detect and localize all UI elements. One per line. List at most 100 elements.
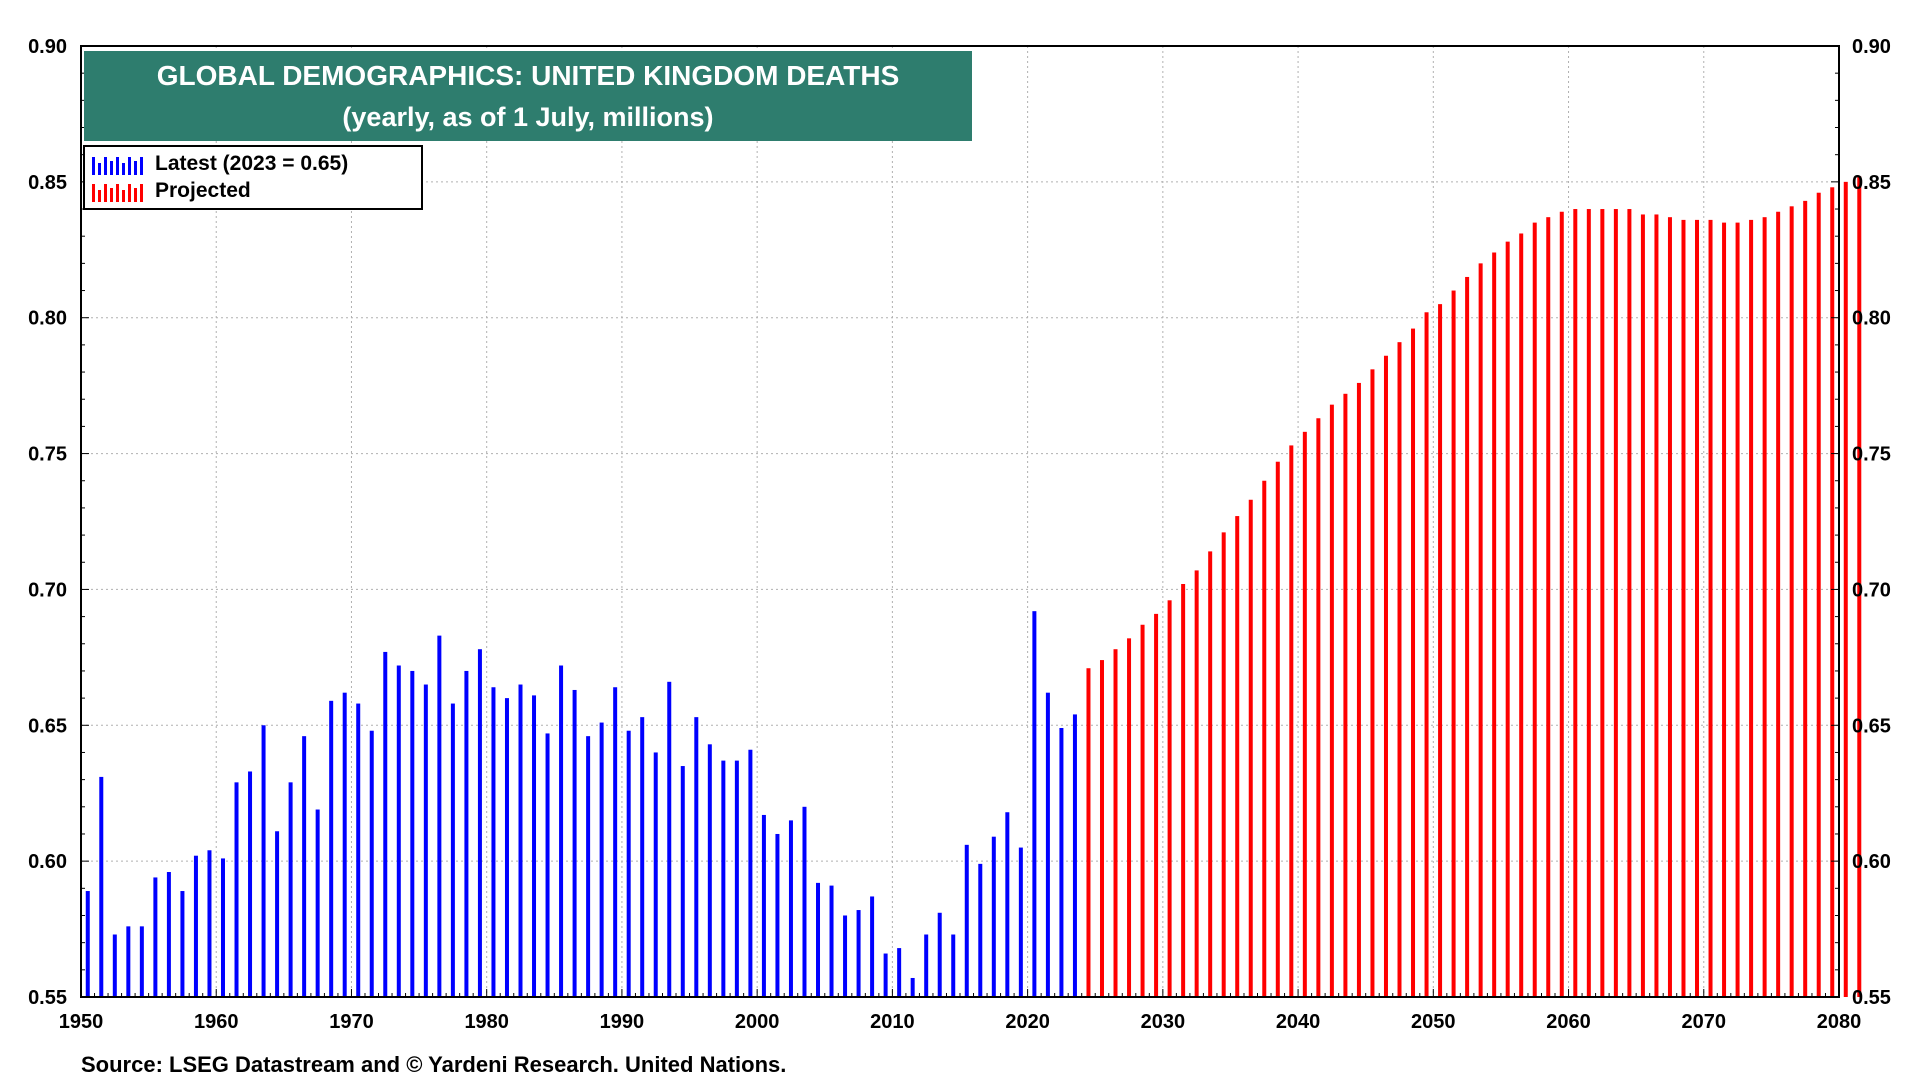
y-tick-label-right: 0.60 (1852, 851, 1891, 873)
bar-latest (85, 891, 90, 997)
bar-latest (1045, 692, 1050, 997)
bar-projected (1735, 222, 1740, 998)
legend-swatch-bar (98, 163, 101, 175)
bar-latest (680, 766, 685, 997)
bar-projected (1329, 404, 1334, 998)
y-tick-label-right: 0.65 (1852, 715, 1891, 737)
bar-latest (342, 692, 347, 997)
x-tick-label: 2080 (1817, 1011, 1862, 1033)
bar-projected (1127, 638, 1132, 997)
bar-projected (1559, 211, 1564, 997)
bar-latest (613, 687, 618, 997)
source-note: Source: LSEG Datastream and © Yardeni Re… (81, 1052, 786, 1077)
bar-projected (1194, 570, 1199, 997)
legend-swatch-bar (92, 157, 95, 175)
x-tick-label: 2060 (1546, 1011, 1591, 1033)
axis-ticks: 0.90 0.90 0.85 0.85 0.80 0.80 0.75 0.75 0.70 0.70… (28, 36, 1891, 1033)
legend-swatch-bar (134, 188, 137, 202)
x-tick-label: 2020 (1005, 1011, 1050, 1033)
bar-latest (991, 836, 996, 997)
bar-latest (748, 749, 753, 997)
bar-projected (1789, 206, 1794, 998)
bar-projected (1383, 355, 1388, 997)
bar-projected (1370, 369, 1375, 998)
bar-projected (1505, 241, 1510, 998)
bar-latest (356, 703, 361, 997)
bar-latest (640, 717, 645, 997)
bar-projected (1640, 214, 1645, 997)
bar-projected (1695, 219, 1700, 997)
bar-projected (1302, 431, 1307, 997)
bar-projected (1613, 209, 1618, 997)
x-tick-label: 2050 (1411, 1011, 1456, 1033)
bar-projected (1262, 480, 1267, 997)
y-tick-label-left: 0.75 (28, 444, 67, 466)
bar-latest (788, 820, 793, 997)
bar-projected (1667, 217, 1672, 997)
bar-latest (302, 736, 307, 997)
y-tick-label-left: 0.60 (28, 851, 67, 873)
legend-swatch-bar (140, 157, 143, 175)
chart-subtitle: (yearly, as of 1 July, millions) (342, 102, 713, 132)
bar-latest (166, 872, 171, 997)
bar-latest (193, 855, 198, 997)
bars (85, 176, 1862, 998)
bar-latest (761, 814, 766, 997)
bar-latest (396, 665, 401, 997)
x-tick-label: 1950 (59, 1011, 104, 1033)
chart-title: GLOBAL DEMOGRAPHICS: UNITED KINGDOM DEAT… (157, 60, 900, 91)
bar-latest (545, 733, 550, 997)
bar-latest (220, 858, 225, 997)
bar-latest (383, 651, 388, 997)
bar-projected (1289, 445, 1294, 997)
legend-swatch-bar (98, 190, 101, 202)
x-tick-label: 2030 (1141, 1011, 1186, 1033)
x-tick-label: 2010 (870, 1011, 915, 1033)
y-tick-label-right: 0.80 (1852, 308, 1891, 330)
bar-latest (870, 896, 875, 997)
bar-projected (1411, 328, 1416, 997)
bar-latest (1018, 847, 1023, 997)
legend-swatch-bar (110, 188, 113, 202)
bar-latest (261, 725, 266, 997)
bar-latest (951, 934, 956, 997)
bar-latest (843, 915, 848, 997)
bar-projected (1803, 200, 1808, 997)
bar-latest (477, 649, 482, 997)
bar-projected (1708, 219, 1713, 997)
legend-swatch-bar (122, 163, 125, 175)
bar-projected (1275, 461, 1280, 997)
legend-swatch-bar (134, 161, 137, 175)
bar-latest (734, 760, 739, 997)
legend-swatch-projected (92, 184, 143, 202)
legend-swatch-bar (104, 157, 107, 175)
y-tick-label-left: 0.90 (28, 36, 67, 58)
x-tick-label: 1960 (194, 1011, 239, 1033)
x-tick-label: 1980 (464, 1011, 509, 1033)
bar-latest (139, 926, 144, 997)
legend-swatch-bar (128, 157, 131, 175)
legend-swatch-bar (92, 184, 95, 202)
bar-latest (180, 891, 185, 997)
bar-projected (1627, 209, 1632, 997)
bar-latest (653, 752, 658, 997)
bar-latest (369, 730, 374, 997)
y-tick-label-right: 0.70 (1852, 579, 1891, 601)
bar-latest (423, 684, 428, 997)
legend-label-latest: Latest (2023 = 0.65) (155, 152, 348, 175)
bar-latest (153, 877, 158, 997)
bar-latest (559, 665, 564, 997)
bar-latest (491, 687, 496, 997)
bar-latest (410, 670, 415, 997)
y-tick-label-left: 0.80 (28, 308, 67, 330)
bar-projected (1681, 219, 1686, 997)
bar-projected (1140, 624, 1145, 997)
bar-projected (1154, 613, 1159, 997)
bar-latest (1059, 728, 1064, 997)
bar-latest (1032, 611, 1037, 997)
bar-latest (518, 684, 523, 997)
bar-projected (1519, 233, 1524, 998)
bar-latest (532, 695, 537, 997)
bar-latest (599, 722, 604, 997)
bar-projected (1181, 583, 1186, 997)
